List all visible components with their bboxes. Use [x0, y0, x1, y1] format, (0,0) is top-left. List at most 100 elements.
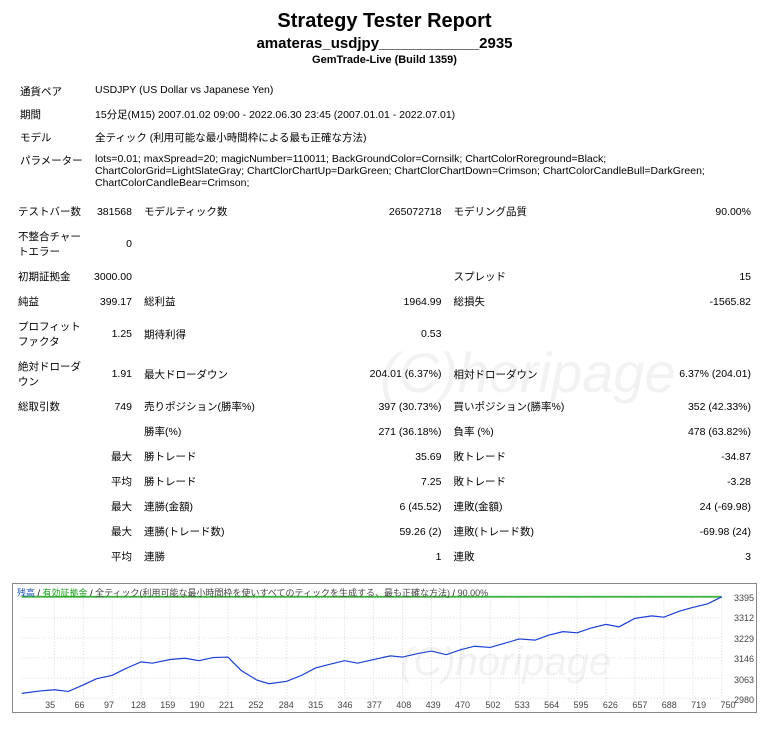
loss-rate-label: 負率 (%) — [445, 419, 633, 444]
pair-label: 通貨ペア — [14, 80, 89, 103]
y-tick: 2980 — [734, 695, 754, 705]
pf: 1.25 — [86, 314, 136, 354]
buy-pos-label: 買いポジション(勝率%) — [445, 394, 633, 419]
x-tick: 564 — [544, 700, 559, 710]
legend-equity: 有効証拠金 — [43, 588, 88, 598]
x-tick: 408 — [396, 700, 411, 710]
x-tick: 221 — [219, 700, 234, 710]
info-table: 通貨ペア USDJPY (US Dollar vs Japanese Yen) … — [14, 80, 755, 193]
gross-profit-label: 総利益 — [136, 289, 324, 314]
rel-dd: 6.37% (204.01) — [633, 354, 755, 394]
total-trades: 749 — [86, 394, 136, 419]
loss-trade-label-2: 敗トレード — [445, 469, 633, 494]
net-profit: 399.17 — [86, 289, 136, 314]
loss-trade-label-1: 敗トレード — [445, 444, 633, 469]
param-value: lots=0.01; maxSpread=20; magicNumber=110… — [89, 149, 755, 193]
max-dd-label: 最大ドローダウン — [136, 354, 324, 394]
x-tick: 657 — [632, 700, 647, 710]
sell-pos: 397 (30.73%) — [324, 394, 446, 419]
equity-chart: 残高 / 有効証拠金 / 全ティック(利用可能な最小時間枠を使いすべてのティック… — [12, 583, 757, 713]
largest-label-2: 最大 — [86, 494, 136, 519]
expected-label: 期待利得 — [136, 314, 324, 354]
rel-dd-label: 相対ドローダウン — [445, 354, 633, 394]
init-deposit-label: 初期証拠金 — [14, 264, 86, 289]
report-content: 通貨ペア USDJPY (US Dollar vs Japanese Yen) … — [0, 72, 769, 577]
report-build: GemTrade-Live (Build 1359) — [0, 54, 769, 66]
win-rate-label: 勝率(%) — [136, 419, 324, 444]
test-bars: 381568 — [86, 199, 136, 224]
report-header: Strategy Tester Report amateras_usdjpy__… — [0, 0, 769, 72]
model-quality-label: モデリング品質 — [445, 199, 633, 224]
net-profit-label: 純益 — [14, 289, 86, 314]
gross-loss-label: 総損失 — [445, 289, 633, 314]
x-tick: 315 — [308, 700, 323, 710]
x-tick: 159 — [160, 700, 175, 710]
avg-label-2: 平均 — [86, 544, 136, 569]
abs-dd: 1.91 — [86, 354, 136, 394]
equity-svg — [13, 584, 756, 712]
x-tick: 595 — [574, 700, 589, 710]
cons-win-amt-label: 連勝(金額) — [136, 494, 324, 519]
param-label: パラメーター — [14, 149, 89, 193]
x-tick: 626 — [603, 700, 618, 710]
model-ticks: 265072718 — [324, 199, 446, 224]
max-dd: 204.01 (6.37%) — [324, 354, 446, 394]
cons-loss-amt-label: 連敗(金額) — [445, 494, 633, 519]
spread: 15 — [633, 264, 755, 289]
expected: 0.53 — [324, 314, 446, 354]
model-label: モデル — [14, 126, 89, 149]
gross-loss: -1565.82 — [633, 289, 755, 314]
model-value: 全ティック (利用可能な最小時間枠による最も正確な方法) — [89, 126, 755, 149]
cons-win-cnt-label: 連勝(トレード数) — [136, 519, 324, 544]
y-tick: 3312 — [734, 613, 754, 623]
x-tick: 719 — [691, 700, 706, 710]
x-tick: 190 — [190, 700, 205, 710]
period-label: 期間 — [14, 103, 89, 126]
x-tick: 750 — [720, 700, 735, 710]
mismatch-label: 不整合チャートエラー — [14, 224, 86, 264]
win-rate: 271 (36.18%) — [324, 419, 446, 444]
x-tick: 128 — [131, 700, 146, 710]
cons-win-cnt: 59.26 (2) — [324, 519, 446, 544]
avg-cons-win: 1 — [324, 544, 446, 569]
legend-quality: 90.00% — [458, 588, 489, 598]
y-tick: 3229 — [734, 634, 754, 644]
x-tick: 688 — [662, 700, 677, 710]
test-bars-label: テストバー数 — [14, 199, 86, 224]
spread-label: スプレッド — [445, 264, 633, 289]
avg-win: 7.25 — [324, 469, 446, 494]
loss-rate: 478 (63.82%) — [633, 419, 755, 444]
cons-loss-label: 連敗 — [445, 544, 633, 569]
model-ticks-label: モデルティック数 — [136, 199, 324, 224]
x-tick: 97 — [104, 700, 114, 710]
avg-cons-loss: 3 — [633, 544, 755, 569]
legend-balance: 残高 — [17, 588, 35, 598]
avg-label-1: 平均 — [86, 469, 136, 494]
report-title: Strategy Tester Report — [0, 10, 769, 33]
cons-loss-cnt-label: 連敗(トレード数) — [445, 519, 633, 544]
x-tick: 252 — [248, 700, 263, 710]
x-tick: 533 — [515, 700, 530, 710]
largest-label-1: 最大 — [86, 444, 136, 469]
avg-loss: -3.28 — [633, 469, 755, 494]
period-value: 15分足(M15) 2007.01.02 09:00 - 2022.06.30 … — [89, 103, 755, 126]
pair-value: USDJPY (US Dollar vs Japanese Yen) — [89, 80, 755, 103]
x-tick: 470 — [455, 700, 470, 710]
x-tick: 284 — [279, 700, 294, 710]
cons-win-amt: 6 (45.52) — [324, 494, 446, 519]
cons-win-label: 連勝 — [136, 544, 324, 569]
x-tick: 66 — [75, 700, 85, 710]
gross-profit: 1964.99 — [324, 289, 446, 314]
y-tick: 3395 — [734, 593, 754, 603]
largest-win: 35.69 — [324, 444, 446, 469]
chart-legend: 残高 / 有効証拠金 / 全ティック(利用可能な最小時間枠を使いすべてのティック… — [17, 586, 488, 599]
y-tick: 3063 — [734, 675, 754, 685]
y-tick: 3146 — [734, 654, 754, 664]
x-tick: 346 — [337, 700, 352, 710]
model-quality: 90.00% — [633, 199, 755, 224]
stats-table: テストバー数 381568 モデルティック数 265072718 モデリング品質… — [14, 199, 755, 569]
mismatch: 0 — [86, 224, 136, 264]
x-tick: 377 — [367, 700, 382, 710]
buy-pos: 352 (42.33%) — [633, 394, 755, 419]
pf-label: プロフィットファクタ — [14, 314, 86, 354]
